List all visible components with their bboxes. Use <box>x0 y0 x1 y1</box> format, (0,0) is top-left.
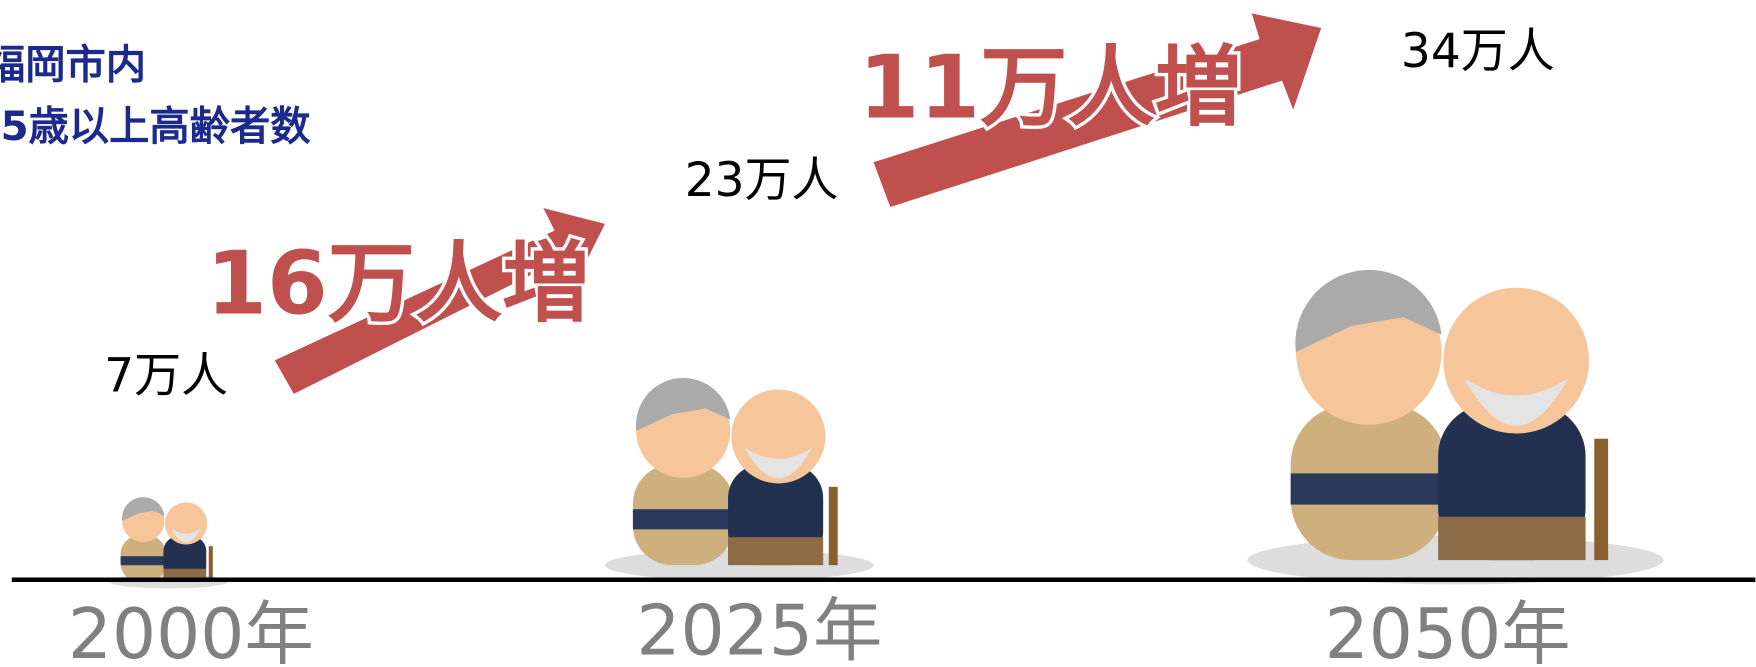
count-label: 23万人 <box>685 153 839 208</box>
year-label: 2050年 <box>1325 595 1571 667</box>
title-line: 福岡市内 <box>0 42 146 88</box>
year-label: 2025年 <box>636 592 882 667</box>
title-line: 5歳以上高齢者数 <box>1 104 312 150</box>
elderly-figures <box>604 377 874 581</box>
elderly-figures <box>108 497 229 589</box>
arrow <box>873 13 1322 208</box>
arrow <box>274 208 605 394</box>
elderly-figures <box>1247 269 1664 585</box>
increase-label: 16万人増 <box>206 232 589 334</box>
increase-label: 11万人増 <box>859 37 1242 139</box>
count-label: 34万人 <box>1401 24 1555 79</box>
count-label: 7万人 <box>104 349 228 404</box>
year-label: 2000年 <box>68 595 314 667</box>
